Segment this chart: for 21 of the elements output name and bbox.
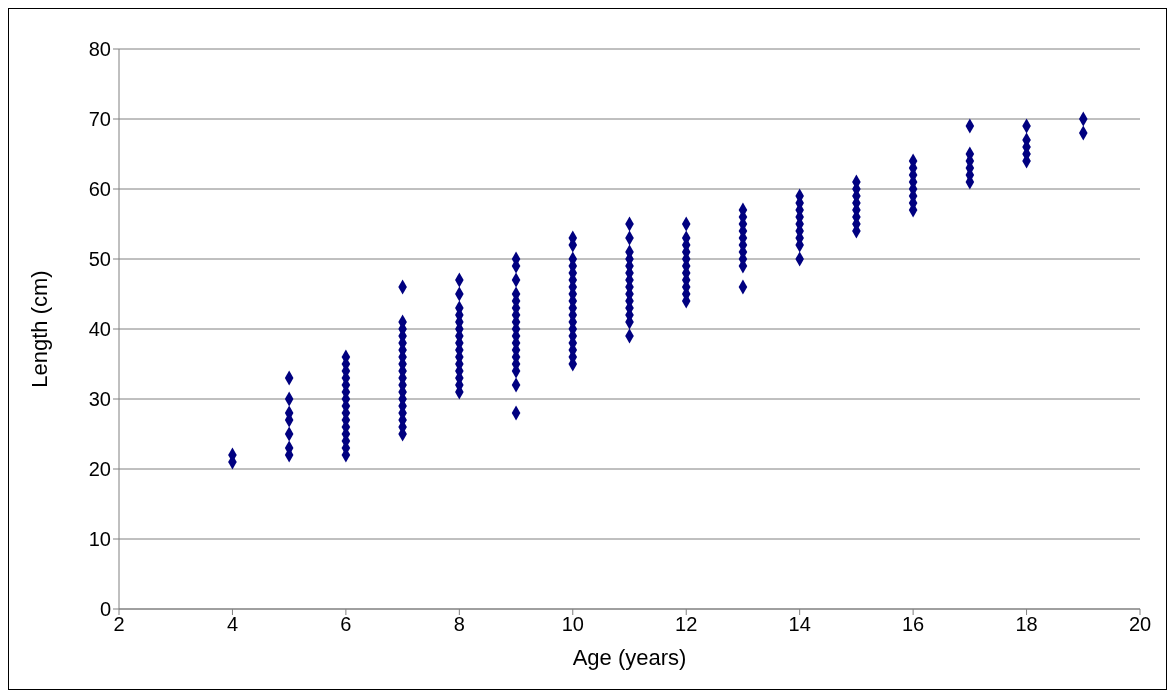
y-tick-label: 20	[88, 458, 111, 481]
y-axis-title: Length (cm)	[26, 270, 52, 388]
y-tick-label: 80	[88, 38, 111, 61]
y-tick-label: 50	[88, 248, 111, 271]
y-tick-label: 70	[88, 108, 111, 131]
x-axis-title: Age (years)	[572, 645, 687, 670]
x-tick-label: 20	[1128, 613, 1152, 636]
x-tick-label: 14	[788, 613, 811, 636]
y-tick-label: 30	[88, 388, 111, 411]
y-tick-label: 40	[88, 318, 111, 341]
y-tick-label: 60	[88, 178, 111, 201]
x-tick-label: 18	[1015, 613, 1038, 636]
y-tick-label: 10	[88, 528, 111, 551]
x-tick-label: 12	[675, 613, 698, 636]
x-tick-label: 16	[901, 613, 925, 636]
y-tick-label: 0	[99, 598, 111, 621]
x-tick-label: 8	[453, 613, 465, 636]
x-tick-label: 2	[113, 613, 125, 636]
x-tick-label: 10	[561, 613, 584, 636]
x-tick-label: 4	[226, 613, 239, 636]
x-tick-label: 6	[340, 613, 352, 636]
